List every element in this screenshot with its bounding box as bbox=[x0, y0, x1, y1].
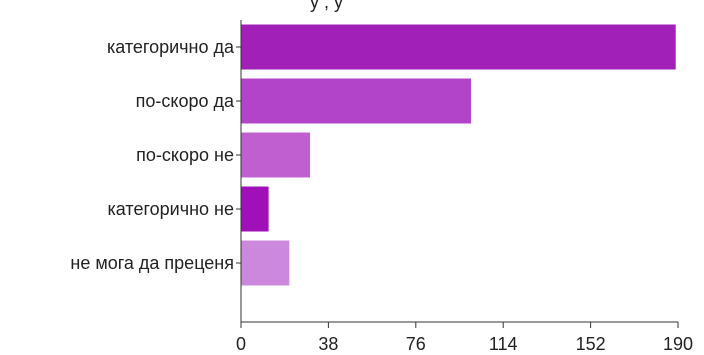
category-label-3: категорично не bbox=[108, 199, 234, 219]
clipped-title: у , у bbox=[310, 0, 343, 12]
bar-4 bbox=[241, 240, 290, 286]
bars-group bbox=[241, 24, 676, 286]
x-tick-label-0: 0 bbox=[236, 334, 246, 354]
x-tick-label-1: 38 bbox=[318, 334, 338, 354]
bar-2 bbox=[241, 132, 310, 178]
category-label-4: не мога да преценя bbox=[70, 253, 234, 273]
bar-3 bbox=[241, 186, 269, 232]
x-axis: 0 38 76 114 152 190 bbox=[236, 20, 693, 354]
category-labels: категорично да по-скоро да по-скоро не кате… bbox=[70, 37, 241, 273]
x-tick-label-3: 114 bbox=[489, 334, 518, 354]
x-tick-label-4: 152 bbox=[576, 334, 606, 354]
x-tick-label-2: 76 bbox=[406, 334, 426, 354]
bar-1 bbox=[241, 78, 471, 124]
x-tick-label-5: 190 bbox=[663, 334, 693, 354]
bar-0 bbox=[241, 24, 676, 70]
category-label-0: категорично да bbox=[107, 37, 235, 57]
category-label-1: по-скоро да bbox=[136, 91, 235, 111]
category-label-2: по-скоро не bbox=[136, 145, 234, 165]
